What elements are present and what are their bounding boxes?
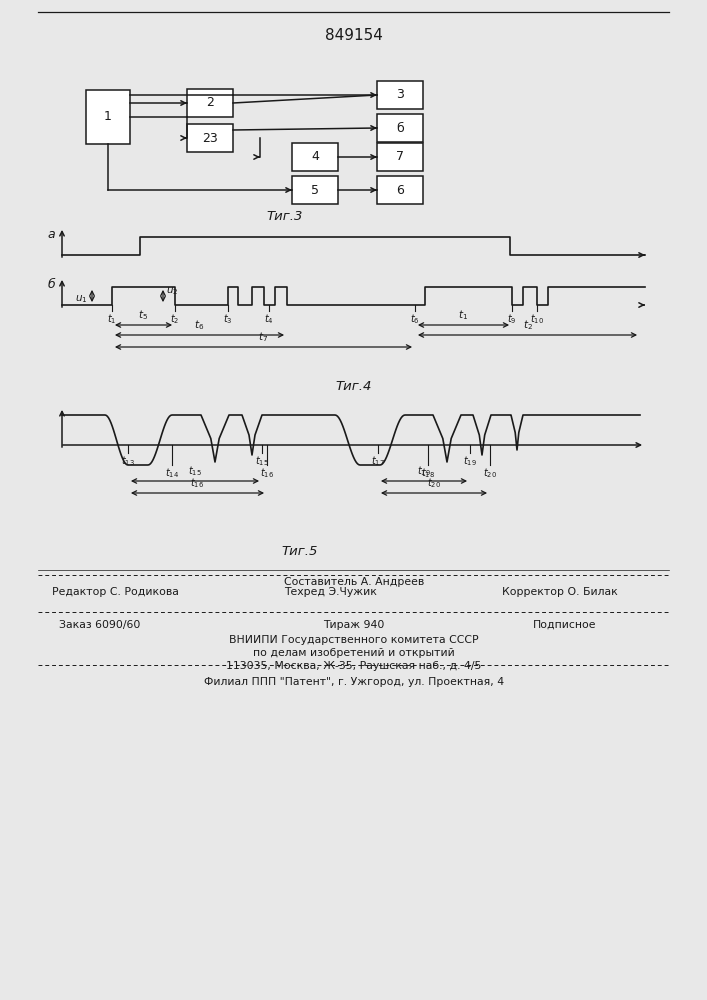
Text: $t_{14}$: $t_{14}$ xyxy=(165,466,179,480)
Text: 5: 5 xyxy=(311,184,319,196)
Bar xyxy=(377,143,423,171)
Bar xyxy=(377,114,423,142)
Text: по делам изобретений и открытий: по делам изобретений и открытий xyxy=(253,648,455,658)
Text: б: б xyxy=(396,121,404,134)
Text: Τиг.3: Τиг.3 xyxy=(267,210,303,223)
Text: Составитель А. Андреев: Составитель А. Андреев xyxy=(284,577,424,587)
Text: б: б xyxy=(47,278,55,292)
Text: 4: 4 xyxy=(311,150,319,163)
Text: Редактор С. Родикова: Редактор С. Родикова xyxy=(52,587,178,597)
Text: $t_{18}$: $t_{18}$ xyxy=(421,466,435,480)
Text: $t_4$: $t_4$ xyxy=(264,312,274,326)
Text: Корректор О. Билак: Корректор О. Билак xyxy=(502,587,618,597)
Text: $t_{19}$: $t_{19}$ xyxy=(417,464,431,478)
Text: $u_2$: $u_2$ xyxy=(166,285,178,297)
Bar xyxy=(292,176,338,204)
Text: Τиг.5: Τиг.5 xyxy=(282,545,318,558)
Text: $t_{16}$: $t_{16}$ xyxy=(190,476,204,490)
Text: 113035, Москва, Ж-35, Раушская наб., д. 4/5: 113035, Москва, Ж-35, Раушская наб., д. … xyxy=(226,661,481,671)
Text: 7: 7 xyxy=(396,150,404,163)
Text: Тираж 940: Тираж 940 xyxy=(323,620,385,630)
Text: а: а xyxy=(47,229,55,241)
Text: 6: 6 xyxy=(396,184,404,196)
Text: $t_6$: $t_6$ xyxy=(194,318,204,332)
Text: $t_{19}$: $t_{19}$ xyxy=(463,454,477,468)
Bar xyxy=(86,90,130,144)
Text: Заказ 6090/60: Заказ 6090/60 xyxy=(59,620,141,630)
Text: $t_{10}$: $t_{10}$ xyxy=(530,312,544,326)
Text: 1: 1 xyxy=(104,110,112,123)
Text: $t_1$: $t_1$ xyxy=(458,308,469,322)
Text: 849154: 849154 xyxy=(325,27,383,42)
Text: Подписное: Подписное xyxy=(533,620,597,630)
Text: Филиал ППП "Патент", г. Ужгород, ул. Проектная, 4: Филиал ППП "Патент", г. Ужгород, ул. Про… xyxy=(204,677,504,687)
Text: $t_{16}$: $t_{16}$ xyxy=(260,466,274,480)
Text: $t_6$: $t_6$ xyxy=(410,312,420,326)
Text: $t_{15}$: $t_{15}$ xyxy=(188,464,202,478)
Text: $t_7$: $t_7$ xyxy=(259,330,269,344)
Text: Техред Э.Чужик: Техред Э.Чужик xyxy=(284,587,376,597)
Text: $t_{20}$: $t_{20}$ xyxy=(483,466,497,480)
Text: 23: 23 xyxy=(202,131,218,144)
Bar xyxy=(187,89,233,117)
Text: $t_{20}$: $t_{20}$ xyxy=(427,476,441,490)
Text: $t_2$: $t_2$ xyxy=(170,312,180,326)
Text: $u_1$: $u_1$ xyxy=(76,293,88,305)
Bar xyxy=(377,176,423,204)
Text: 3: 3 xyxy=(396,89,404,102)
Text: ВНИИПИ Государственного комитета СССР: ВНИИПИ Государственного комитета СССР xyxy=(229,635,479,645)
Bar xyxy=(187,124,233,152)
Text: Τиг.4: Τиг.4 xyxy=(336,380,372,393)
Bar xyxy=(292,143,338,171)
Text: $t_1$: $t_1$ xyxy=(107,312,117,326)
Text: $t_3$: $t_3$ xyxy=(223,312,233,326)
Text: $t_{13}$: $t_{13}$ xyxy=(121,454,135,468)
Text: $t_{17}$: $t_{17}$ xyxy=(371,454,385,468)
Text: $t_{15}$: $t_{15}$ xyxy=(255,454,269,468)
Bar xyxy=(377,81,423,109)
Text: $t_2$: $t_2$ xyxy=(522,318,532,332)
Text: $t_5$: $t_5$ xyxy=(139,308,148,322)
Text: $t_9$: $t_9$ xyxy=(507,312,517,326)
Text: 2: 2 xyxy=(206,97,214,109)
